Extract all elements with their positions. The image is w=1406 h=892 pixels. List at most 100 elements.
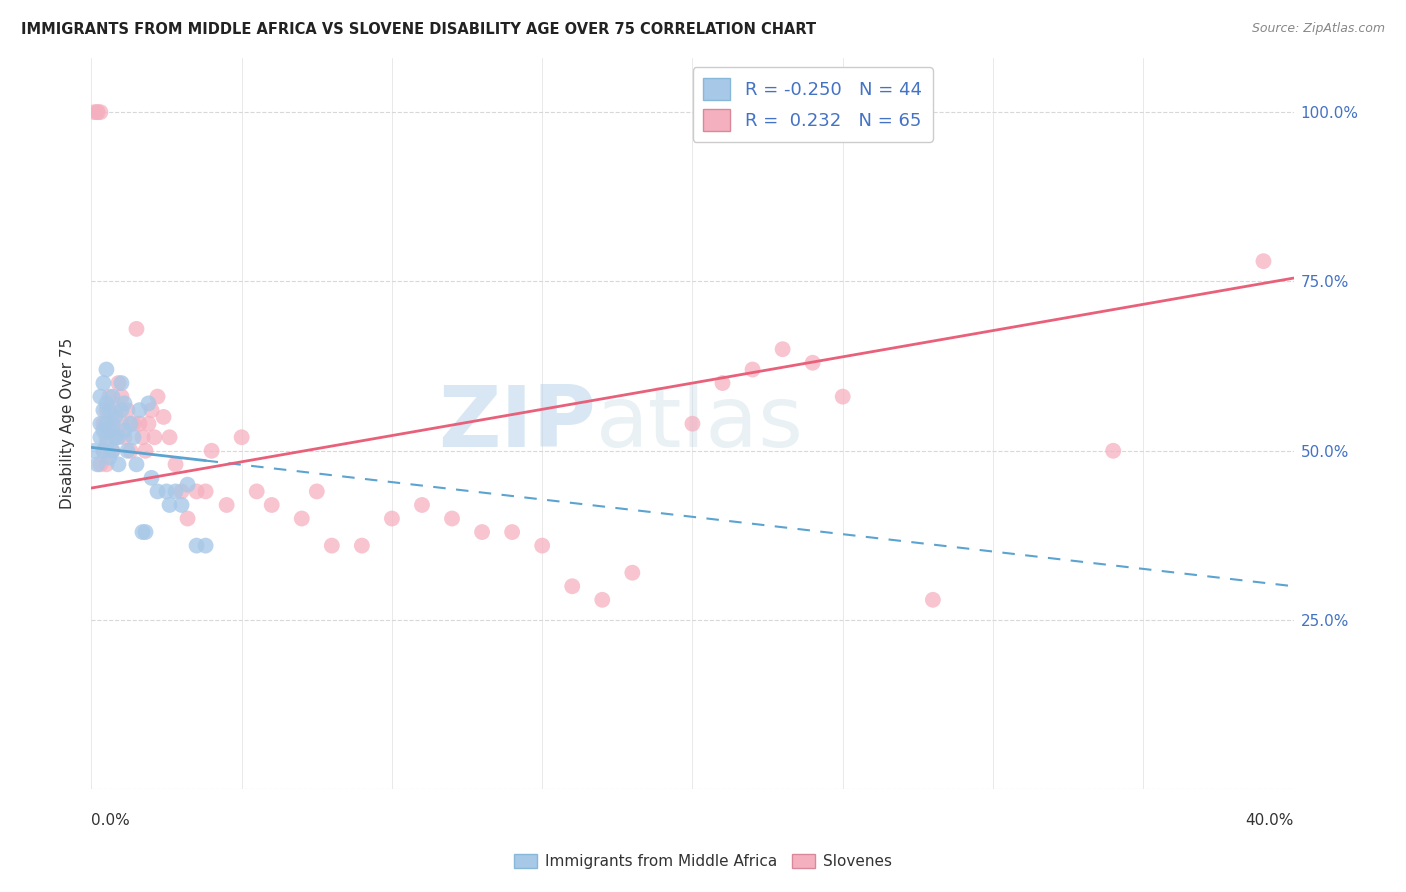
Point <box>138 417 160 431</box>
Point <box>471 524 494 539</box>
Point <box>159 498 181 512</box>
Point <box>321 539 343 553</box>
Point <box>165 458 187 472</box>
Text: ZIP: ZIP <box>439 382 596 466</box>
Point <box>741 362 763 376</box>
Point <box>93 417 115 431</box>
Point <box>801 356 824 370</box>
Point <box>96 403 118 417</box>
Point <box>125 458 148 472</box>
Text: 40.0%: 40.0% <box>1246 814 1294 828</box>
Point <box>107 458 129 472</box>
Point <box>125 322 148 336</box>
Point <box>186 539 208 553</box>
Point <box>83 105 105 120</box>
Point <box>561 579 583 593</box>
Point <box>93 376 115 390</box>
Point <box>114 396 136 410</box>
Point <box>128 417 150 431</box>
Point <box>176 477 198 491</box>
Point <box>98 403 121 417</box>
Point <box>96 430 118 444</box>
Point <box>215 498 238 512</box>
Point <box>98 450 121 465</box>
Point <box>291 511 314 525</box>
Point <box>350 539 373 553</box>
Point <box>96 458 118 472</box>
Point <box>96 362 118 376</box>
Text: atlas: atlas <box>596 382 804 466</box>
Point <box>110 403 132 417</box>
Point <box>194 539 217 553</box>
Point <box>186 484 208 499</box>
Point <box>138 396 160 410</box>
Point <box>93 403 115 417</box>
Point <box>110 417 132 431</box>
Text: 0.0%: 0.0% <box>91 814 131 828</box>
Point <box>922 592 945 607</box>
Point <box>96 437 118 451</box>
Point <box>591 592 613 607</box>
Point <box>411 498 433 512</box>
Point <box>141 471 163 485</box>
Point <box>89 390 111 404</box>
Point <box>176 511 198 525</box>
Text: Source: ZipAtlas.com: Source: ZipAtlas.com <box>1251 22 1385 36</box>
Point <box>120 417 142 431</box>
Point <box>104 403 127 417</box>
Point <box>96 396 118 410</box>
Point <box>201 443 224 458</box>
Point <box>131 430 153 444</box>
Point <box>98 424 121 438</box>
Point <box>131 524 153 539</box>
Point <box>146 484 169 499</box>
Point <box>89 458 111 472</box>
Point <box>143 430 166 444</box>
Text: IMMIGRANTS FROM MIDDLE AFRICA VS SLOVENE DISABILITY AGE OVER 75 CORRELATION CHAR: IMMIGRANTS FROM MIDDLE AFRICA VS SLOVENE… <box>21 22 817 37</box>
Point <box>711 376 734 390</box>
Point <box>305 484 328 499</box>
Point <box>98 390 121 404</box>
Point <box>104 430 127 444</box>
Point <box>128 403 150 417</box>
Point <box>621 566 644 580</box>
Point <box>146 390 169 404</box>
Legend: Immigrants from Middle Africa, Slovenes: Immigrants from Middle Africa, Slovenes <box>508 848 898 875</box>
Point <box>134 524 156 539</box>
Point <box>86 105 108 120</box>
Point <box>194 484 217 499</box>
Point <box>117 443 139 458</box>
Point <box>122 417 145 431</box>
Point <box>231 430 253 444</box>
Point <box>89 105 111 120</box>
Point <box>86 105 108 120</box>
Point <box>101 417 124 431</box>
Point <box>1253 254 1275 268</box>
Point <box>107 430 129 444</box>
Point <box>110 390 132 404</box>
Point <box>501 524 523 539</box>
Point <box>89 430 111 444</box>
Point <box>93 443 115 458</box>
Point <box>170 498 193 512</box>
Point <box>93 424 115 438</box>
Point <box>531 539 554 553</box>
Point <box>831 390 853 404</box>
Point <box>381 511 404 525</box>
Point <box>165 484 187 499</box>
Point <box>93 443 115 458</box>
Point <box>101 390 124 404</box>
Y-axis label: Disability Age Over 75: Disability Age Over 75 <box>60 338 76 509</box>
Point <box>110 376 132 390</box>
Point <box>155 484 177 499</box>
Point <box>107 376 129 390</box>
Point <box>98 417 121 431</box>
Point <box>246 484 269 499</box>
Point <box>260 498 283 512</box>
Point <box>134 443 156 458</box>
Point <box>83 443 105 458</box>
Point <box>86 458 108 472</box>
Point <box>681 417 703 431</box>
Point <box>104 430 127 444</box>
Point <box>96 417 118 431</box>
